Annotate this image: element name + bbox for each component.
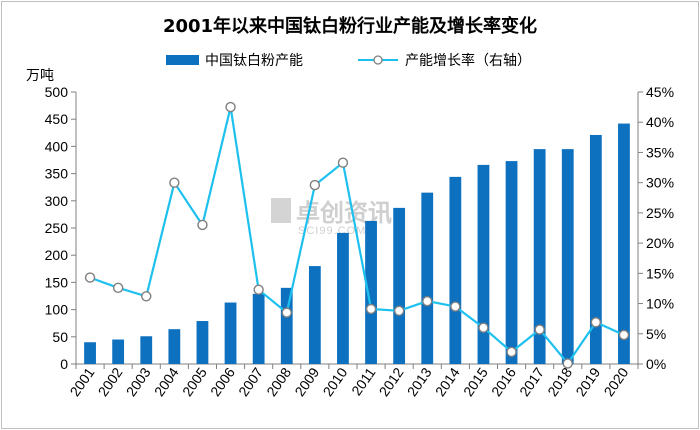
right-tick-label: 25% bbox=[646, 205, 674, 221]
x-tick-label: 2007 bbox=[235, 364, 266, 399]
growth-rate-point bbox=[337, 157, 349, 168]
x-tick-label: 2005 bbox=[179, 364, 210, 399]
growth-rate-point bbox=[534, 324, 545, 335]
capacity-bar bbox=[393, 207, 406, 364]
capacity-bar bbox=[618, 123, 630, 364]
capacity-bar bbox=[224, 302, 237, 364]
growth-rate-point bbox=[84, 272, 96, 283]
x-tick-label: 2002 bbox=[95, 364, 126, 399]
x-tick-label: 2018 bbox=[544, 364, 575, 399]
growth-rate-point bbox=[253, 284, 264, 295]
capacity-bar bbox=[168, 329, 181, 364]
right-tick-label: 35% bbox=[646, 144, 674, 160]
capacity-bar bbox=[477, 164, 490, 364]
capacity-bar bbox=[533, 149, 546, 364]
x-tick-label: 2011 bbox=[348, 364, 378, 398]
left-tick-label: 200 bbox=[45, 247, 69, 263]
right-tick-label: 0% bbox=[646, 356, 666, 372]
left-tick-label: 400 bbox=[45, 138, 69, 154]
x-tick-label: 2020 bbox=[600, 364, 631, 399]
growth-rate-point bbox=[618, 329, 630, 341]
growth-rate-point bbox=[590, 317, 602, 328]
left-tick-label: 450 bbox=[45, 111, 69, 127]
growth-rate-point bbox=[422, 295, 433, 307]
capacity-bar bbox=[140, 336, 153, 364]
x-tick-label: 2017 bbox=[516, 364, 547, 399]
legend-line-label: 产能增长率（右轴） bbox=[405, 52, 531, 69]
x-tick-label: 2013 bbox=[404, 364, 435, 399]
capacity-bar bbox=[112, 339, 125, 364]
growth-rate-point bbox=[506, 346, 517, 358]
growth-rate-point bbox=[281, 307, 292, 318]
right-tick-label: 30% bbox=[646, 175, 674, 191]
growth-rate-point bbox=[450, 301, 461, 312]
left-tick-label: 0 bbox=[60, 356, 68, 372]
growth-rate-point bbox=[562, 358, 573, 369]
capacity-bar bbox=[252, 293, 265, 364]
x-tick-label: 2003 bbox=[123, 364, 154, 399]
left-tick-label: 350 bbox=[45, 166, 69, 182]
plot-area: 0 50 100 150 200 250 300 350 400 450 500 0% 5% 10% 15%… bbox=[45, 84, 674, 399]
x-tick-label: 2014 bbox=[432, 364, 463, 399]
right-tick-label: 20% bbox=[646, 235, 674, 251]
x-tick-label: 2015 bbox=[460, 364, 491, 399]
x-tick-label: 2009 bbox=[291, 364, 322, 399]
legend-line-marker bbox=[373, 55, 383, 65]
right-tick-label: 5% bbox=[646, 326, 666, 342]
growth-rate-point bbox=[112, 282, 124, 294]
right-tick-label: 40% bbox=[646, 114, 674, 130]
capacity-bar bbox=[505, 161, 518, 364]
capacity-bar bbox=[449, 176, 462, 364]
x-tick-label: 2019 bbox=[572, 364, 603, 399]
x-tick-label: 2012 bbox=[376, 364, 407, 399]
right-tick-label: 45% bbox=[646, 84, 674, 100]
chart-title: 2001年以来中国钛白粉行业产能及增长率变化 bbox=[163, 15, 537, 37]
capacity-bar bbox=[589, 134, 602, 364]
capacity-bar bbox=[196, 321, 209, 364]
x-tick-label: 2008 bbox=[263, 364, 294, 399]
right-tick-label: 10% bbox=[646, 296, 674, 312]
left-tick-label: 300 bbox=[45, 193, 69, 209]
growth-rate-point bbox=[225, 101, 236, 113]
growth-rate-point bbox=[169, 177, 180, 188]
left-tick-label: 100 bbox=[45, 302, 69, 318]
left-tick-label: 250 bbox=[45, 220, 69, 236]
growth-rate-point bbox=[478, 322, 489, 333]
legend-bar-label: 中国钛白粉产能 bbox=[205, 53, 303, 69]
x-tick-label: 2016 bbox=[488, 364, 519, 399]
growth-rate-point bbox=[197, 219, 208, 231]
watermark-logo-icon bbox=[271, 198, 291, 223]
growth-rate-point bbox=[141, 291, 152, 302]
x-tick-label: 2004 bbox=[151, 364, 182, 399]
left-tick-label: 50 bbox=[52, 329, 68, 345]
x-tick-label: 2010 bbox=[319, 364, 350, 399]
growth-rate-point bbox=[365, 303, 377, 315]
capacity-bar bbox=[561, 149, 574, 364]
left-tick-label: 500 bbox=[45, 84, 69, 100]
capacity-bar bbox=[308, 266, 321, 364]
growth-rate-point bbox=[309, 179, 321, 191]
growth-rate-point bbox=[393, 305, 405, 317]
capacity-bar bbox=[84, 342, 96, 364]
x-tick-label: 2001 bbox=[67, 364, 98, 399]
left-tick-label: 150 bbox=[45, 274, 69, 290]
x-tick-label: 2006 bbox=[207, 364, 238, 399]
growth-rate-line bbox=[89, 105, 625, 365]
left-axis-unit: 万吨 bbox=[26, 68, 54, 84]
right-tick-label: 15% bbox=[646, 265, 674, 281]
capacity-bar bbox=[365, 220, 377, 364]
capacity-bar bbox=[421, 192, 434, 364]
capacity-bar bbox=[337, 232, 349, 364]
legend-bar-swatch bbox=[166, 55, 199, 65]
capacity-bar bbox=[280, 287, 293, 364]
